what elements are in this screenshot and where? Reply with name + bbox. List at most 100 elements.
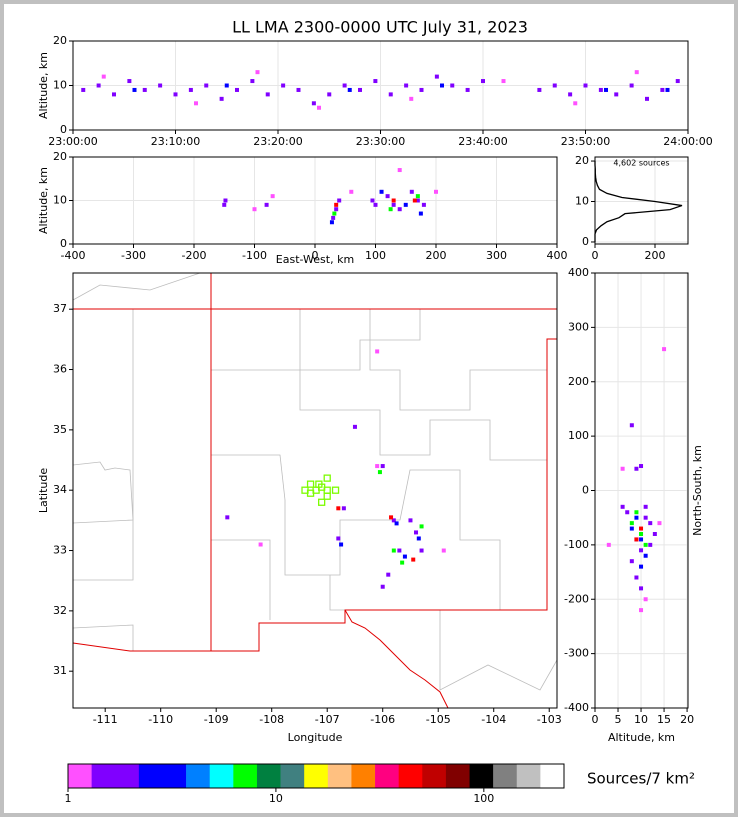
source-point — [643, 553, 648, 558]
colorbar-swatch — [186, 764, 211, 788]
county-line — [211, 539, 271, 620]
source-point — [414, 530, 419, 535]
x-tick-label: 20 — [680, 713, 694, 726]
x-tick-label: 0 — [312, 249, 319, 262]
y-tick-label: 200 — [568, 375, 589, 388]
x-tick-label: -200 — [182, 249, 207, 262]
source-point — [127, 79, 132, 84]
y-tick-label: 37 — [53, 302, 67, 315]
x-tick-label: 10 — [269, 792, 283, 805]
source-point — [377, 470, 382, 475]
station — [306, 480, 315, 488]
source-point — [386, 572, 391, 577]
y-tick-label: 20 — [53, 150, 67, 163]
x-tick-label: 23:30:00 — [356, 135, 405, 148]
source-point — [388, 92, 393, 97]
y-tick-label: -300 — [564, 647, 589, 660]
source-point — [606, 542, 611, 547]
source-point — [222, 202, 227, 207]
x-tick-label: -300 — [121, 249, 146, 262]
source-point — [347, 87, 352, 92]
source-point — [634, 70, 639, 75]
x-axis-label: East-West, km — [276, 253, 354, 266]
station — [315, 480, 323, 488]
source-point — [634, 466, 639, 471]
source-point — [334, 207, 339, 212]
colorbar-swatch — [327, 764, 352, 788]
axes-frame — [72, 156, 558, 245]
source-point — [416, 536, 421, 541]
source-point — [373, 79, 378, 84]
source-point — [204, 83, 209, 88]
source-point — [441, 548, 446, 553]
y-tick-label: 33 — [53, 544, 67, 557]
source-point — [258, 542, 263, 547]
source-point — [400, 560, 405, 565]
colorbar-swatch — [516, 764, 541, 788]
county-line — [439, 610, 558, 691]
x-tick-label: 10 — [634, 713, 648, 726]
y-tick-label: 0 — [60, 123, 67, 136]
source-point — [331, 215, 336, 220]
source-point — [142, 87, 147, 92]
source-point — [620, 466, 625, 471]
source-point — [568, 92, 573, 97]
source-point — [434, 74, 439, 79]
source-point — [391, 518, 396, 523]
source-point — [329, 220, 334, 225]
source-point — [440, 83, 444, 88]
y-tick-label: 10 — [575, 195, 589, 208]
source-point — [629, 423, 634, 428]
state-border — [344, 609, 449, 709]
source-point — [409, 189, 414, 194]
colorbar-label: Sources/7 km² — [587, 770, 695, 788]
source-point — [419, 87, 424, 92]
source-point — [419, 524, 424, 529]
y-tick-label: -400 — [564, 701, 589, 714]
source-point — [648, 542, 653, 547]
colorbar-swatch — [138, 764, 163, 788]
colorbar-swatch — [280, 764, 305, 788]
x-tick-label: -108 — [259, 713, 284, 726]
source-point — [317, 105, 321, 110]
y-tick-label: 32 — [53, 604, 67, 617]
source-point — [194, 101, 198, 106]
source-point — [419, 548, 424, 553]
station — [306, 489, 315, 497]
x-tick-label: -109 — [204, 713, 229, 726]
x-tick-label: 100 — [473, 792, 494, 805]
source-point — [418, 211, 423, 216]
source-point — [402, 554, 407, 559]
x-tick-label: 0 — [592, 249, 599, 262]
source-point — [225, 515, 230, 520]
y-tick-label: 10 — [53, 79, 67, 92]
source-point — [639, 532, 644, 536]
x-tick-label: 23:40:00 — [458, 135, 507, 148]
x-tick-label: 0 — [592, 713, 599, 726]
source-point — [370, 198, 375, 203]
source-point — [657, 521, 662, 526]
source-point — [411, 557, 416, 562]
x-axis-label: Altitude, km — [608, 731, 675, 744]
y-tick-label: 100 — [568, 429, 589, 442]
x-tick-label: -110 — [148, 713, 173, 726]
source-point — [389, 515, 394, 520]
source-point — [380, 584, 385, 589]
source-point — [336, 536, 341, 541]
source-point — [634, 537, 639, 542]
colorbar-swatch — [351, 764, 376, 788]
source-point — [415, 194, 420, 199]
source-point — [639, 537, 644, 542]
station — [323, 474, 331, 482]
colorbar-swatch — [375, 764, 399, 788]
source-point — [373, 202, 378, 207]
source-point — [375, 349, 380, 354]
colorbar-swatch — [398, 764, 423, 788]
source-point — [332, 211, 337, 216]
source-point — [219, 96, 224, 101]
source-point — [264, 202, 269, 207]
source-point — [375, 464, 380, 469]
x-tick-label: 15 — [657, 713, 671, 726]
source-point — [391, 202, 396, 207]
source-point — [342, 83, 347, 88]
